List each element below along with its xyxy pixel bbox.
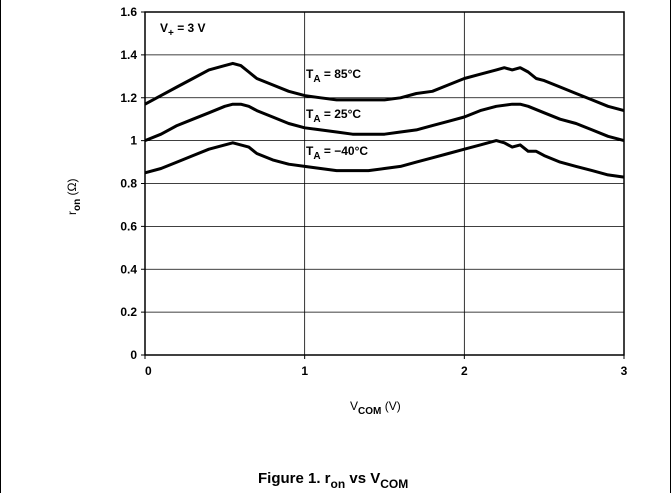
y-tick-label: 0.6 xyxy=(120,219,137,233)
series-line-25c xyxy=(144,102,625,143)
series-line-85c xyxy=(144,61,625,113)
x-tick-label: 3 xyxy=(621,364,628,378)
x-tick-label: 2 xyxy=(461,364,468,378)
x-tick-label: 1 xyxy=(301,364,308,378)
y-tick-label: 1.4 xyxy=(120,48,137,62)
y-tick-label: 0.4 xyxy=(120,262,137,276)
series-label-85c: TA = 85°C xyxy=(306,67,361,85)
y-tick-label: 1 xyxy=(130,134,137,148)
y-tick-label: 0 xyxy=(130,348,137,362)
y-tick-label: 0.8 xyxy=(120,177,137,191)
axis-ticks: 0 0.2 0.4 0.6 0.8 1 1.2 1.4 1.6 0 1 2 3 xyxy=(120,5,627,378)
grid-lines xyxy=(145,12,624,355)
x-axis-label: VCOM (V) xyxy=(350,399,401,417)
y-tick-label: 1.2 xyxy=(120,91,137,105)
y-tick-label: 0.2 xyxy=(120,305,137,319)
supply-voltage-label: V+ = 3 V xyxy=(160,21,206,39)
x-tick-label: 0 xyxy=(145,364,152,378)
series-lines xyxy=(144,61,625,179)
y-tick-label: 1.6 xyxy=(120,5,137,19)
series-label-25c: TA = 25°C xyxy=(306,107,361,125)
series-line-minus40c xyxy=(144,139,625,179)
series-label-minus40c: TA = −40°C xyxy=(306,144,368,162)
figure-caption: Figure 1. ron vs VCOM xyxy=(258,470,408,491)
y-axis-label: ron (Ω) xyxy=(65,178,83,215)
